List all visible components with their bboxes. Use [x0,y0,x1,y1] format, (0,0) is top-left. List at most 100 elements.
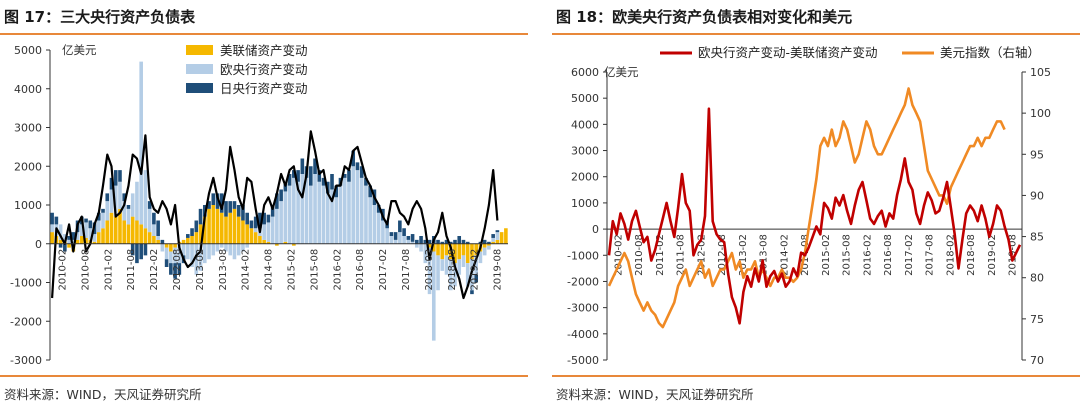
bar [487,243,491,246]
bar [96,220,101,233]
bar [92,241,97,244]
bar [347,170,351,182]
y-tick-label: -1000 [10,277,42,290]
bar [440,243,445,260]
bar [130,193,135,217]
source-rule-right [552,375,1080,377]
bar [164,243,169,248]
bar [50,232,54,244]
bar [224,243,228,252]
bar [258,236,262,244]
bar [279,201,283,244]
bar [427,247,432,295]
x-tick-label: 2018-02 [945,234,956,276]
x-tick-label: 2015-08 [842,234,853,276]
bar [232,208,237,244]
bar [198,208,203,225]
bar [147,232,152,244]
bar [92,234,97,242]
bar [139,224,143,244]
x-tick-label: 2019-08 [493,249,504,291]
bar [270,216,275,244]
bar [279,189,283,202]
y2-tick-label: 85 [1030,231,1044,244]
bar [436,255,440,291]
bar [177,263,182,275]
x-tick-label: 2011-08 [126,249,137,291]
bar [283,241,288,244]
bar [54,216,59,225]
x-tick-label: 2012-02 [149,249,160,291]
bar [287,185,292,244]
bar [359,166,364,178]
bar [173,263,177,279]
legend-swatch [186,64,213,74]
bar [101,228,105,244]
bar [478,251,483,264]
bar [389,232,394,236]
bar [88,220,93,229]
left-figure: 图 17：三大央行资产负债表 -3000 -2000 -1000 0 1000 2000 3… [0,0,528,409]
y2-tick-label: 70 [1030,354,1044,367]
bar [245,224,249,244]
bar [67,239,71,244]
bar [444,255,449,275]
bar [253,232,258,244]
bar [241,220,245,244]
y-tick-label: 1000 [571,197,599,210]
bar [186,243,190,260]
bar [292,170,296,178]
source-rule-left [0,375,528,377]
x-tick-label: 2014-02 [779,234,790,276]
bar [118,170,122,182]
bar [181,239,186,244]
y-tick-label: 5000 [571,92,599,105]
bar [198,243,203,271]
bar [143,170,148,229]
bar [228,212,233,244]
bar [122,201,127,221]
bar [275,208,279,244]
bar [207,201,211,209]
bar [313,158,317,174]
source-note-left: 资料来源：WIND，天风证券研究所 [4,387,202,402]
bar [147,201,152,209]
bar [406,239,411,244]
bar [181,243,186,256]
bar [101,212,105,229]
bar [457,243,462,260]
legend-label: 欧央行资产变动-美联储资产变动 [698,45,878,60]
y-tick-label: 3000 [571,145,599,158]
bar [84,237,88,244]
bar [495,230,500,233]
x-tick-label: 2013-08 [218,249,229,291]
x-tick-label: 2016-02 [862,234,873,276]
bar [147,208,152,233]
bar [415,239,419,244]
bar [228,201,233,213]
x-tick-label: 2011-02 [103,249,114,291]
bar [139,61,143,225]
bar [330,174,334,190]
bar [338,185,343,244]
bar [504,228,508,244]
x-tick-label: 2010-08 [634,234,645,276]
bar [122,193,127,202]
y-tick-label: 2000 [571,171,599,184]
bar [219,193,224,213]
y-axis-title: 亿美元 [62,43,97,57]
bar [113,216,118,244]
figure-title-right: 图 18：欧美央行资产负债表相对变化和美元 [556,8,853,26]
title-rule-left [0,33,528,35]
figure-title-left: 图 17：三大央行资产负债表 [4,8,196,26]
bar [71,232,76,240]
bar [474,243,478,256]
y2-tick-label: 80 [1030,272,1044,285]
bar [470,243,474,260]
bar [351,166,356,244]
y-tick-label: 6000 [571,66,599,79]
bar [368,197,372,244]
bar [262,239,266,244]
bar [194,243,199,275]
bar [109,189,114,213]
